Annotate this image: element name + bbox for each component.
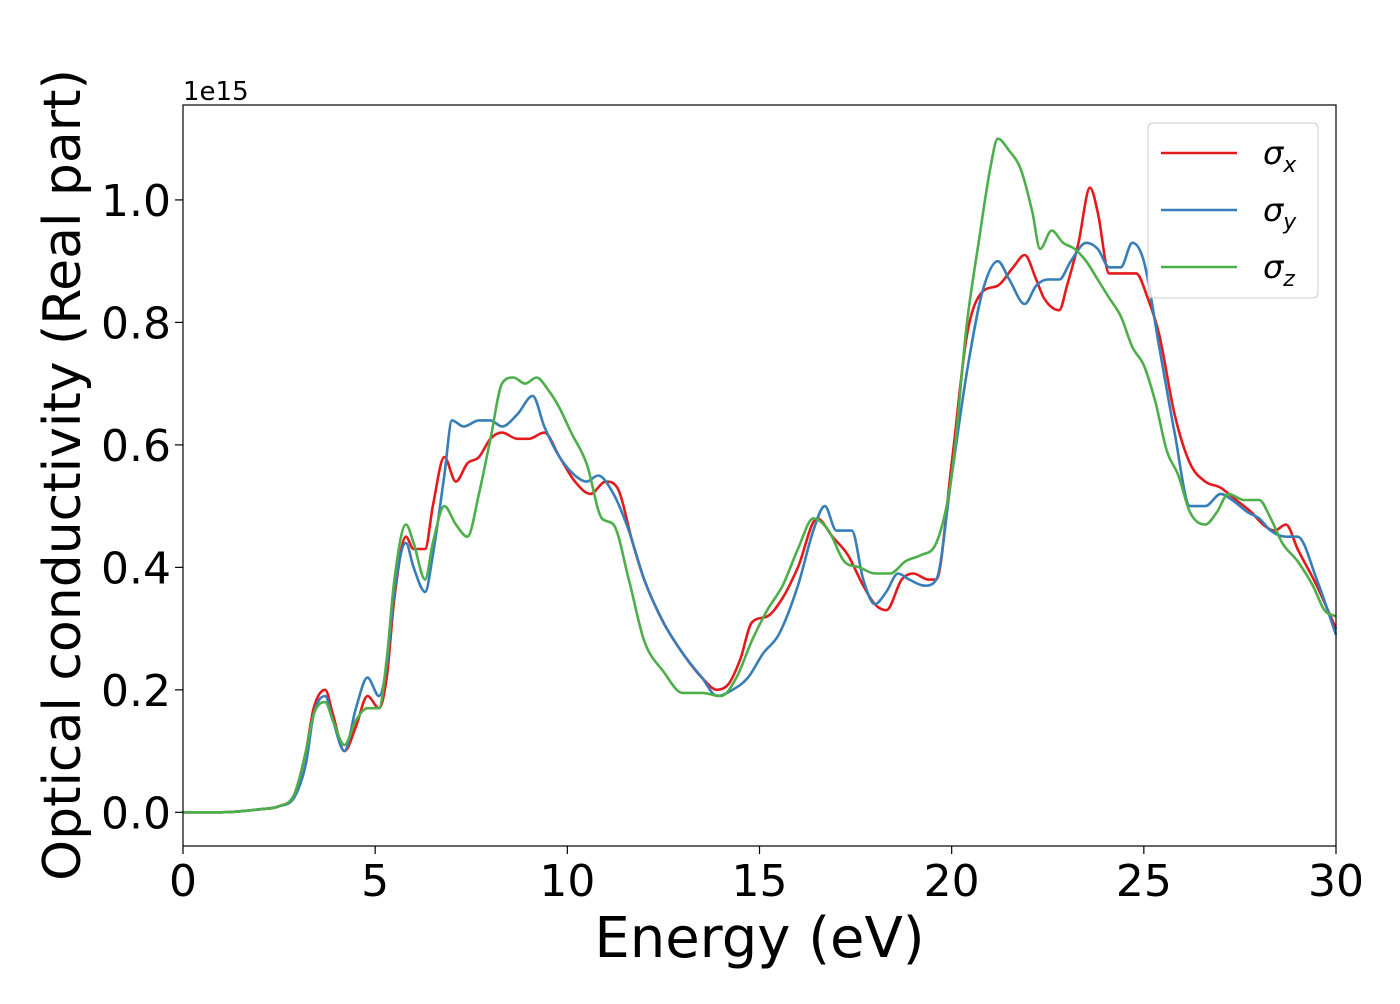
y-tick-label: 0.2 [101,666,171,717]
x-tick-label: 5 [361,856,389,907]
legend-label-sigma-z: σz [1263,248,1295,292]
x-tick-label: 20 [924,856,980,907]
series-line-sigma-z [183,137,1337,814]
x-tick-label: 0 [169,856,197,907]
legend-label-sigma-y: σy [1263,191,1297,235]
series-lines [183,137,1338,814]
x-tick-label: 25 [1116,856,1172,907]
legend-entries: σx σy σz [1161,134,1297,292]
legend-label-sigma-x: σx [1263,134,1297,178]
x-axis-label: Energy (eV) [594,906,924,971]
y-axis-ticks: 0.0 0.2 0.4 0.6 0.8 1.0 [101,176,183,839]
y-axis-offset-label: 1e15 [183,77,249,107]
y-tick-label: 0.0 [101,788,171,839]
y-axis-label: Optical conductivity (Real part) [33,69,93,881]
legend: σx σy σz [1147,122,1319,299]
x-axis-ticks: 0 5 10 15 20 25 30 [169,846,1364,907]
series-line-sigma-y [183,241,1338,814]
y-tick-label: 0.4 [101,543,171,594]
y-tick-label: 0.8 [101,298,171,349]
y-tick-label: 1.0 [101,176,171,227]
x-tick-label: 30 [1308,856,1364,907]
y-tick-label: 0.6 [101,421,171,472]
x-tick-label: 15 [732,856,788,907]
x-tick-label: 10 [539,856,595,907]
